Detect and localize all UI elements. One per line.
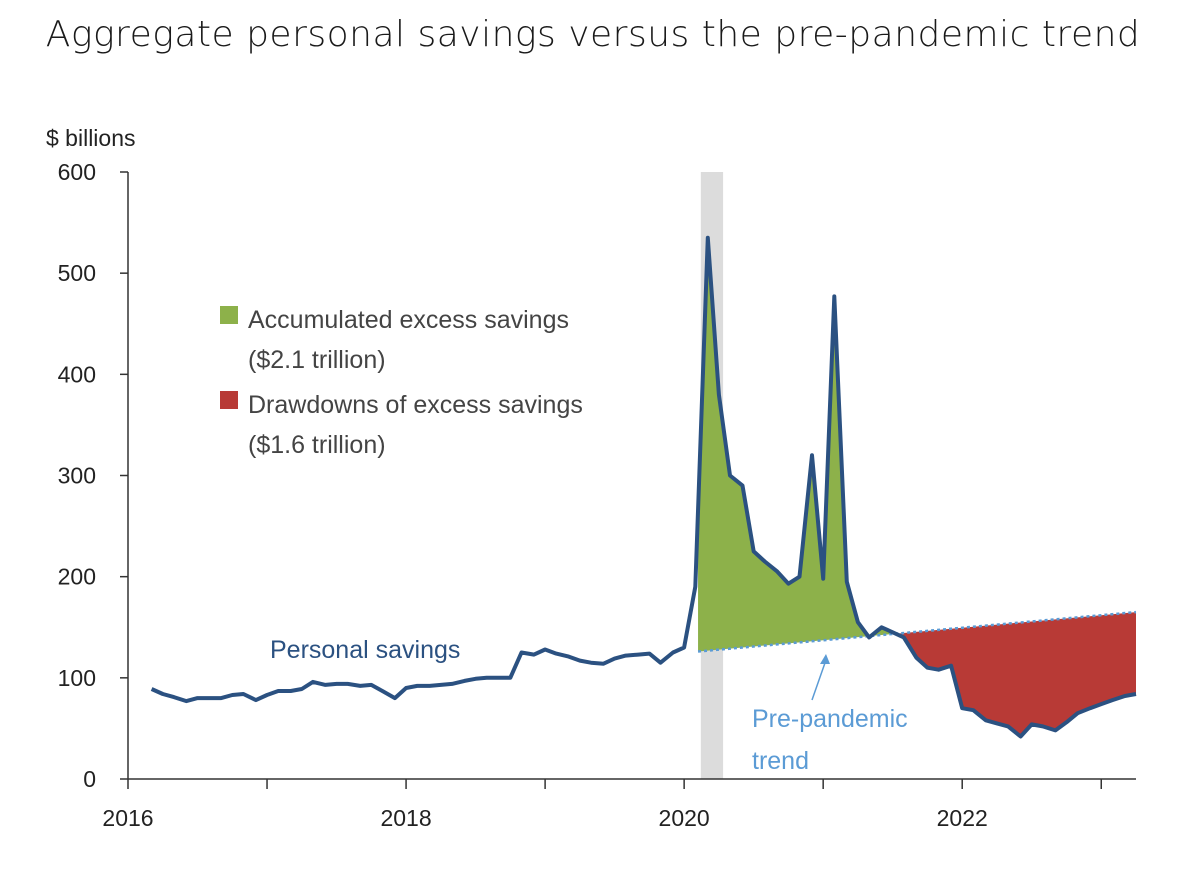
y-tick-label: 400 xyxy=(58,361,96,387)
y-tick-label: 300 xyxy=(58,463,96,489)
y-tick-label: 500 xyxy=(58,260,96,286)
legend-label: ($2.1 trillion) xyxy=(248,346,386,374)
legend-label: Accumulated excess savings xyxy=(248,306,569,334)
legend-layer: Accumulated excess savings ($2.1 trillion… xyxy=(220,306,583,459)
legend-swatch xyxy=(220,391,238,409)
y-tick-label: 200 xyxy=(58,564,96,590)
trend-label: Pre-pandemic xyxy=(752,705,908,733)
trend-label: trend xyxy=(752,747,809,775)
savings-label: Personal savings xyxy=(270,636,460,664)
savings-line xyxy=(150,235,1137,739)
trend-pointer-head xyxy=(820,654,830,664)
x-tick-label: 2020 xyxy=(659,805,710,831)
y-tick-label: 0 xyxy=(83,766,96,792)
trend-line xyxy=(697,610,1137,653)
area-fill-layer xyxy=(698,237,1136,737)
legend-swatch xyxy=(220,306,238,324)
drawdown-area xyxy=(895,612,1136,737)
legend-label: ($1.6 trillion) xyxy=(248,431,386,459)
y-tick-label: 100 xyxy=(58,665,96,691)
x-tick-label: 2016 xyxy=(102,805,153,831)
y-unit-label: $ billions xyxy=(46,125,136,151)
axes-layer: 0 100 200 300 400 500 600 2016 2018 2020 2022 $ bil… xyxy=(46,125,1136,831)
chart-title: Aggregate personal savings versus the pr… xyxy=(45,14,1141,55)
trend-pointer xyxy=(811,659,827,701)
legend-label: Drawdowns of excess savings xyxy=(248,391,583,419)
x-tick-label: 2018 xyxy=(380,805,431,831)
x-tick-label: 2022 xyxy=(937,805,988,831)
y-tick-label: 600 xyxy=(58,159,96,185)
series-line-layer xyxy=(150,235,1137,739)
annotation-layer: Personal savings Pre-pandemic trend xyxy=(270,636,908,775)
